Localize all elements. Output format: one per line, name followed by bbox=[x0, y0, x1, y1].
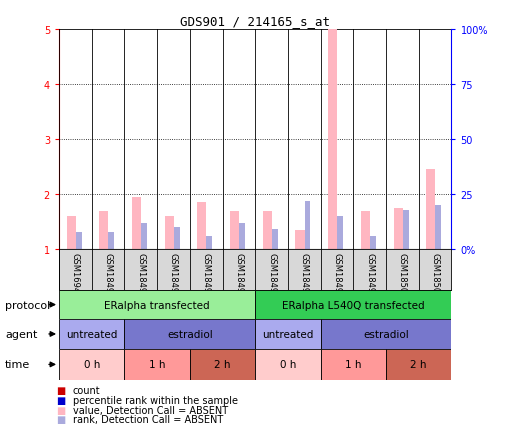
Text: rank, Detection Call = ABSENT: rank, Detection Call = ABSENT bbox=[73, 414, 223, 424]
Text: ■: ■ bbox=[56, 414, 66, 424]
Bar bbox=[370, 237, 376, 250]
Bar bbox=[426, 170, 436, 250]
Text: estradiol: estradiol bbox=[167, 329, 213, 339]
Bar bbox=[59, 349, 124, 380]
Bar bbox=[255, 349, 321, 380]
Text: ■: ■ bbox=[56, 386, 66, 395]
Bar bbox=[230, 211, 239, 250]
Text: agent: agent bbox=[5, 329, 37, 339]
Text: estradiol: estradiol bbox=[363, 329, 409, 339]
Bar bbox=[124, 349, 190, 380]
Bar bbox=[99, 211, 108, 250]
Text: GSM18501: GSM18501 bbox=[430, 253, 440, 298]
Title: GDS901 / 214165_s_at: GDS901 / 214165_s_at bbox=[180, 15, 330, 28]
Text: GSM16943: GSM16943 bbox=[71, 253, 80, 298]
Bar bbox=[305, 201, 310, 250]
Text: percentile rank within the sample: percentile rank within the sample bbox=[73, 395, 238, 405]
Text: GSM18494: GSM18494 bbox=[202, 253, 211, 298]
Text: ERalpha L540Q transfected: ERalpha L540Q transfected bbox=[282, 300, 425, 310]
Bar bbox=[190, 349, 255, 380]
Bar bbox=[393, 208, 403, 250]
Bar bbox=[132, 197, 141, 250]
Text: GSM18500: GSM18500 bbox=[398, 253, 407, 298]
Text: untreated: untreated bbox=[66, 329, 117, 339]
Text: GSM18498: GSM18498 bbox=[332, 253, 342, 298]
Bar bbox=[338, 217, 343, 250]
Bar bbox=[328, 30, 338, 250]
Bar bbox=[124, 319, 255, 349]
Text: 0 h: 0 h bbox=[84, 360, 100, 369]
Text: protocol: protocol bbox=[5, 300, 50, 310]
Bar bbox=[67, 217, 76, 250]
Bar bbox=[59, 291, 255, 319]
Bar bbox=[165, 217, 174, 250]
Text: 2 h: 2 h bbox=[410, 360, 427, 369]
Text: time: time bbox=[5, 360, 30, 369]
Text: count: count bbox=[73, 386, 101, 395]
Bar bbox=[255, 291, 451, 319]
Text: value, Detection Call = ABSENT: value, Detection Call = ABSENT bbox=[73, 405, 228, 414]
Bar bbox=[76, 232, 82, 250]
Bar bbox=[272, 230, 278, 250]
Text: GSM18499: GSM18499 bbox=[365, 253, 374, 298]
Bar bbox=[141, 223, 147, 250]
Text: 1 h: 1 h bbox=[149, 360, 165, 369]
Bar bbox=[321, 349, 386, 380]
Bar bbox=[59, 319, 124, 349]
Bar bbox=[239, 223, 245, 250]
Text: GSM18496: GSM18496 bbox=[267, 253, 276, 298]
Text: ERalpha transfected: ERalpha transfected bbox=[104, 300, 210, 310]
Text: ■: ■ bbox=[56, 395, 66, 405]
Text: GSM18497: GSM18497 bbox=[300, 253, 309, 298]
Text: GSM18491: GSM18491 bbox=[104, 253, 112, 298]
Bar bbox=[207, 237, 212, 250]
Bar bbox=[321, 319, 451, 349]
Text: ■: ■ bbox=[56, 405, 66, 414]
Text: 0 h: 0 h bbox=[280, 360, 296, 369]
Text: GSM18495: GSM18495 bbox=[234, 253, 243, 298]
Text: GSM18492: GSM18492 bbox=[136, 253, 145, 298]
Bar bbox=[403, 210, 408, 250]
Bar bbox=[436, 206, 441, 250]
Text: 1 h: 1 h bbox=[345, 360, 362, 369]
Bar bbox=[108, 232, 114, 250]
Bar bbox=[361, 211, 370, 250]
Text: 2 h: 2 h bbox=[214, 360, 231, 369]
Bar bbox=[174, 227, 180, 250]
Text: untreated: untreated bbox=[262, 329, 313, 339]
Bar bbox=[255, 319, 321, 349]
Text: GSM18493: GSM18493 bbox=[169, 253, 178, 298]
Bar bbox=[198, 203, 207, 250]
Bar bbox=[295, 230, 305, 250]
Bar bbox=[263, 211, 272, 250]
Bar bbox=[386, 349, 451, 380]
